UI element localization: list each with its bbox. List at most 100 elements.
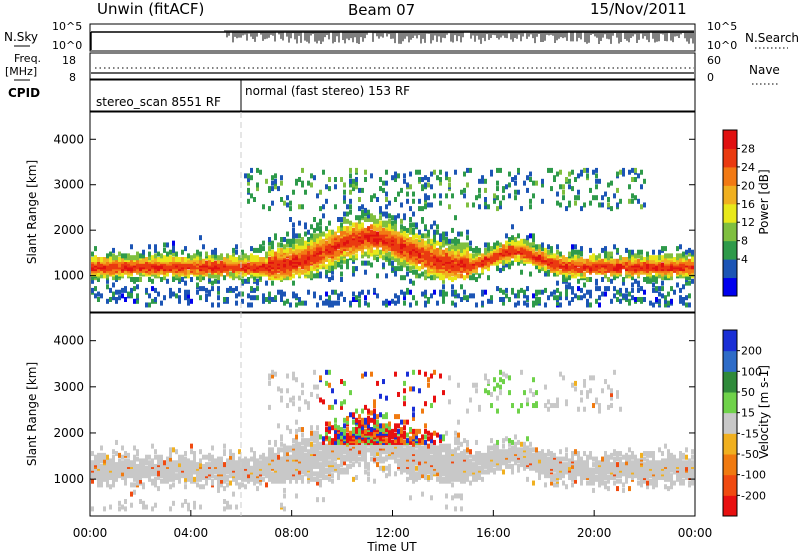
power-cell	[433, 273, 436, 279]
power-cell	[451, 227, 454, 233]
power-cell	[418, 206, 421, 212]
power-cell	[277, 186, 280, 192]
power-cell	[331, 289, 334, 295]
power-cell	[400, 253, 403, 259]
power-cell	[394, 218, 397, 224]
power-cell	[400, 289, 403, 295]
power-cell	[328, 229, 331, 235]
power-cell	[283, 291, 286, 297]
power-cell	[304, 300, 307, 306]
power-cell	[211, 286, 214, 292]
power-cell	[604, 291, 607, 297]
power-cell	[544, 302, 547, 308]
power-cell	[481, 300, 484, 306]
power-cell	[571, 247, 574, 253]
power-cell	[388, 251, 391, 257]
power-cell	[682, 300, 685, 306]
power-cell	[136, 284, 139, 290]
power-cell	[154, 247, 157, 253]
power-cell	[154, 287, 157, 293]
velocity-heatmap	[91, 369, 694, 512]
power-cell	[484, 187, 487, 193]
power-cell	[235, 249, 238, 255]
power-cell	[325, 226, 328, 232]
power-cell	[235, 300, 238, 306]
velocity-cell	[220, 482, 223, 488]
power-cell	[115, 258, 118, 264]
power-cell	[544, 271, 547, 277]
power-cell	[379, 253, 382, 259]
power-cell	[589, 277, 592, 282]
nave-label: Nave	[749, 63, 780, 77]
power-cell	[136, 262, 139, 268]
power-cell	[526, 286, 529, 292]
power-cell	[394, 215, 397, 221]
power-cell	[163, 242, 166, 248]
velocity-cell	[109, 504, 112, 510]
power-cell	[469, 240, 472, 246]
power-cell	[631, 255, 634, 261]
power-cell	[280, 266, 283, 272]
power-cell	[265, 280, 268, 286]
velocity-cell	[340, 427, 343, 433]
power-cell	[268, 295, 271, 301]
power-cell	[334, 264, 337, 270]
power-cell	[289, 238, 292, 244]
power-cell	[217, 302, 220, 308]
power-cell	[361, 187, 364, 193]
power-cell	[340, 229, 343, 235]
power-cell	[289, 264, 292, 270]
power-cell	[553, 260, 556, 266]
velocity-cell	[346, 436, 349, 442]
power-cell	[181, 277, 184, 282]
power-cell	[142, 257, 145, 262]
power-cell	[631, 198, 634, 204]
velocity-cell	[307, 478, 310, 484]
power-cell	[175, 255, 178, 261]
power-cell	[286, 202, 289, 208]
power-cell	[568, 275, 571, 281]
power-cell	[418, 258, 421, 264]
power-cell	[373, 287, 376, 293]
power-cell	[268, 298, 271, 304]
power-cell	[172, 275, 175, 281]
power-cell	[466, 202, 469, 208]
power-cell	[586, 277, 589, 282]
power-cell	[205, 293, 208, 299]
power-cell	[490, 295, 493, 301]
power-cell	[511, 244, 514, 250]
power-cell	[574, 195, 577, 201]
velocity-cell	[178, 462, 181, 468]
power-cell	[436, 224, 439, 230]
velocity-cell	[202, 484, 205, 490]
power-cell	[436, 175, 439, 181]
velocity-cell	[121, 460, 124, 466]
power-cell	[382, 255, 385, 261]
power-cell	[250, 286, 253, 292]
velocity-cell	[253, 476, 256, 482]
power-cell	[442, 293, 445, 299]
velocity-cell	[364, 428, 367, 434]
power-cell	[361, 213, 364, 219]
power-cell	[595, 255, 598, 261]
power-cell	[448, 204, 451, 210]
velocity-cell	[340, 462, 343, 468]
power-cell	[646, 275, 649, 281]
velocity-cell	[226, 463, 229, 469]
power-cell	[508, 237, 511, 242]
power-cell	[556, 280, 559, 286]
power-cell	[280, 247, 283, 253]
power-cell	[352, 222, 355, 228]
velocity-cell	[133, 454, 136, 460]
power-cell	[532, 193, 535, 199]
power-cell	[556, 269, 559, 275]
velocity-cell	[157, 475, 160, 481]
power-cell	[640, 255, 643, 261]
velocity-cell	[178, 454, 181, 460]
power-cell	[523, 238, 526, 244]
power-cell	[280, 289, 283, 295]
power-cell	[427, 202, 430, 208]
power-cell	[511, 260, 514, 266]
power-cell	[121, 271, 124, 277]
velocity-cell	[280, 388, 283, 394]
